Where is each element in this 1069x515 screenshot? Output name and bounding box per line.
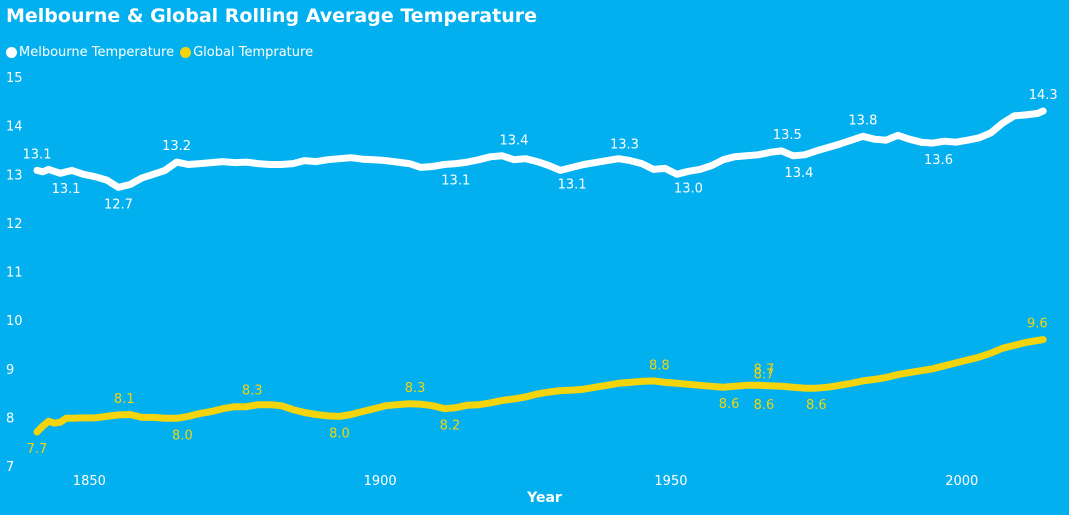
data-label: 13.2	[162, 139, 191, 154]
data-label: 8.2	[440, 419, 461, 434]
y-tick-label: 13	[6, 168, 23, 183]
data-label: 8.8	[649, 358, 670, 373]
x-axis-title: Year	[527, 490, 562, 506]
data-label: 13.3	[610, 138, 639, 153]
data-label: 14.3	[1029, 88, 1058, 103]
legend-item-global[interactable]: Global Temprature	[180, 45, 313, 60]
data-label: 13.1	[23, 147, 52, 162]
data-label: 13.4	[499, 134, 528, 149]
data-label: 13.8	[848, 113, 877, 128]
data-label: 13.0	[674, 181, 703, 196]
y-tick-label: 12	[6, 217, 23, 232]
x-tick-label: 1850	[73, 474, 106, 489]
chart-title: Melbourne & Global Rolling Average Tempe…	[6, 5, 537, 27]
data-label: 8.7	[754, 368, 775, 383]
data-label: 8.0	[329, 426, 350, 441]
data-label: 8.3	[242, 384, 263, 399]
data-label: 13.1	[558, 177, 587, 192]
y-tick-label: 9	[6, 363, 14, 378]
y-axis: 7 8 9 10 11 12 13 14 15	[6, 71, 23, 475]
data-label: 13.6	[924, 153, 953, 168]
legend-marker-global	[180, 47, 192, 58]
data-label: 7.7	[27, 442, 48, 457]
data-label: 8.1	[114, 392, 135, 407]
data-label: 12.7	[104, 197, 133, 212]
y-tick-label: 7	[6, 460, 14, 475]
y-tick-label: 10	[6, 314, 23, 329]
x-tick-label: 2000	[945, 474, 978, 489]
legend-label-global: Global Temprature	[193, 45, 314, 60]
x-tick-label: 1900	[364, 474, 397, 489]
legend: Melbourne Temperature Global Temprature	[6, 45, 319, 60]
data-label: 8.6	[719, 397, 740, 412]
data-label: 13.5	[773, 128, 802, 143]
series-lines	[33, 107, 1047, 436]
global-series-line[interactable]	[33, 336, 1047, 436]
y-tick-label: 15	[6, 71, 23, 86]
data-label: 8.6	[754, 398, 775, 413]
y-tick-label: 11	[6, 266, 23, 281]
x-axis: 1850 1900 1950 2000	[73, 474, 979, 489]
y-tick-label: 8	[6, 411, 14, 426]
data-labels: 13.1 13.1 12.7 13.2 13.1 13.4 13.1 13.3 13.0 13.5…	[23, 88, 1058, 457]
data-label: 13.1	[441, 174, 470, 189]
data-label: 8.6	[806, 398, 827, 413]
data-label: 8.7	[754, 362, 775, 377]
data-label: 8.0	[172, 428, 193, 443]
legend-label-melbourne: Melbourne Temperature	[19, 45, 175, 60]
data-label: 8.3	[405, 381, 426, 396]
legend-item-melbourne[interactable]: Melbourne Temperature	[6, 45, 174, 60]
y-tick-label: 14	[6, 120, 23, 135]
melbourne-series-line[interactable]	[33, 107, 1047, 191]
data-label: 13.1	[52, 182, 81, 197]
legend-marker-melbourne	[6, 47, 17, 58]
data-label: 9.6	[1027, 317, 1048, 332]
data-label: 13.4	[784, 166, 813, 181]
x-tick-label: 1950	[654, 474, 687, 489]
